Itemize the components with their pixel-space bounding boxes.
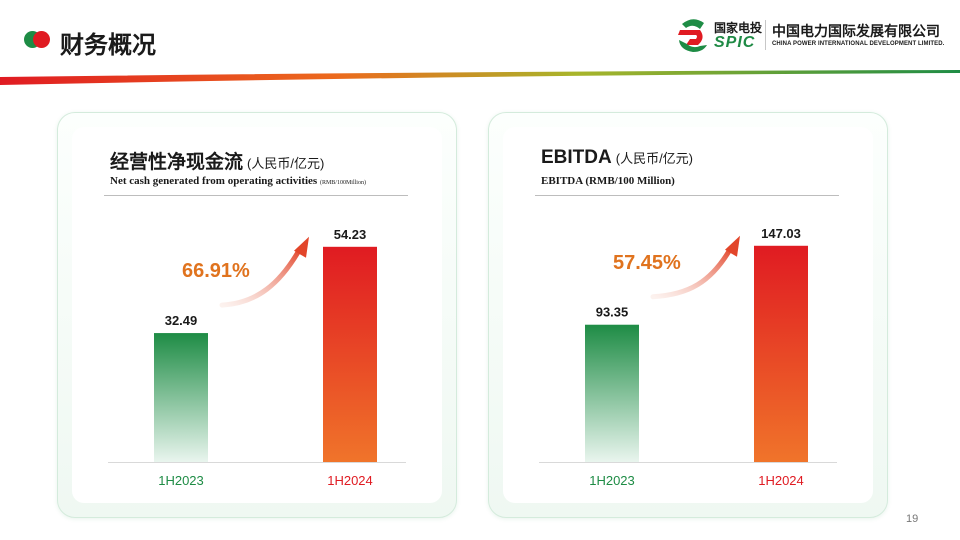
- logo-divider: [765, 20, 766, 50]
- bar-1H2024: [754, 245, 808, 462]
- chart-subtitle-unit: (RMB/100Million): [319, 180, 366, 186]
- growth-arrow-head-icon: [294, 236, 309, 258]
- chart-title-unit: (人民币/亿元): [615, 151, 694, 166]
- chart-subtitle-unit: (RMB/100 Million): [585, 175, 675, 187]
- title-bullet-icon: [24, 31, 52, 49]
- chart-subtitle: EBITDA (RMB/100 Million): [541, 175, 675, 187]
- data-label: 147.03: [761, 226, 801, 241]
- growth-label: 66.91%: [182, 260, 250, 283]
- bar-chart-ebitda: 93.35 1H2023 147.03 1H2024: [539, 226, 837, 488]
- chart-panel-operating-cash: 经营性净现金流 (人民币/亿元) Net cash generated from …: [57, 112, 457, 518]
- growth-arrow: [650, 245, 734, 300]
- chart-title: 经营性净现金流 (人民币/亿元): [110, 147, 324, 174]
- bar-1H2024: [323, 246, 377, 462]
- logo-en-full: CHINA POWER INTERNATIONAL DEVELOPMENT LI…: [772, 41, 945, 47]
- chart-panel-ebitda: EBITDA (人民币/亿元) EBITDA (RMB/100 Million) …: [488, 112, 888, 518]
- category-label: 1H2024: [327, 473, 373, 488]
- bar-chart-operating-cash: 32.49 1H2023 54.23 1H2024: [108, 227, 406, 488]
- title-divider: [535, 195, 839, 196]
- chart-title-text: 经营性净现金流: [110, 152, 244, 173]
- red-dot: [33, 31, 50, 48]
- chart-title: EBITDA (人民币/亿元): [541, 147, 693, 169]
- bar-1H2023: [585, 324, 639, 462]
- spic-logo-icon: [678, 19, 707, 52]
- logo-en-short: SPIC: [714, 34, 756, 51]
- chart-title-unit: (人民币/亿元): [247, 156, 325, 171]
- growth-label: 57.45%: [613, 251, 681, 274]
- growth-arrow-head-icon: [725, 235, 740, 257]
- header-band: [0, 70, 960, 85]
- data-label: 54.23: [334, 227, 367, 242]
- bar-1H2023: [154, 333, 208, 462]
- company-logo: 国家电投 SPIC 中国电力国际发展有限公司 CHINA POWER INTER…: [676, 16, 956, 56]
- category-label: 1H2023: [158, 473, 204, 488]
- chart-subtitle: Net cash generated from operating activi…: [110, 175, 366, 187]
- chart-card: 经营性净现金流 (人民币/亿元) Net cash generated from …: [72, 127, 442, 503]
- chart-card: EBITDA (人民币/亿元) EBITDA (RMB/100 Million) …: [503, 127, 873, 503]
- chart-subtitle-text: Net cash generated from operating activi…: [110, 175, 318, 187]
- growth-arrow: [219, 246, 303, 308]
- logo-cn-full: 中国电力国际发展有限公司: [772, 23, 940, 39]
- page-title: 财务概况: [60, 32, 156, 59]
- category-label: 1H2024: [758, 473, 804, 488]
- chart-subtitle-text: EBITDA: [541, 175, 583, 187]
- category-label: 1H2023: [589, 473, 635, 488]
- chart-title-text: EBITDA: [541, 147, 612, 168]
- logo-cn-short: 国家电投: [714, 21, 763, 35]
- data-label: 93.35: [596, 305, 629, 320]
- page-number: 19: [906, 513, 919, 525]
- data-label: 32.49: [165, 313, 198, 328]
- title-divider: [104, 195, 408, 196]
